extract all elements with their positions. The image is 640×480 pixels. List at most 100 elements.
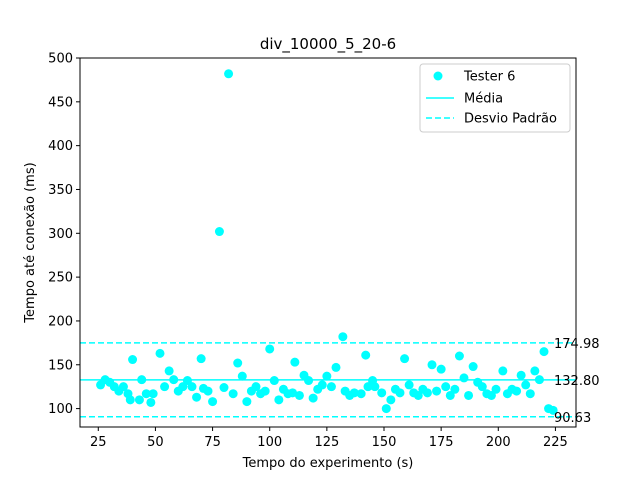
data-point	[178, 382, 188, 392]
data-point	[548, 405, 558, 415]
data-point	[521, 380, 531, 390]
data-point	[498, 366, 508, 376]
x-tick-label: 225	[543, 435, 568, 450]
legend-label-series: Tester 6	[463, 70, 515, 85]
legend-label-mean: Média	[464, 92, 503, 107]
data-point	[512, 386, 522, 396]
x-tick-label: 125	[314, 435, 339, 450]
data-point	[304, 376, 314, 386]
data-point	[125, 395, 135, 405]
data-point	[525, 389, 535, 399]
data-point	[169, 375, 179, 385]
data-point	[361, 350, 371, 360]
data-point	[260, 386, 270, 396]
data-point	[404, 380, 414, 390]
data-point	[395, 388, 405, 398]
data-point	[214, 227, 224, 237]
data-point	[427, 360, 437, 370]
reference-line-label: 90.63	[554, 411, 591, 426]
y-tick-label: 200	[48, 314, 73, 329]
legend-box	[419, 63, 571, 133]
data-point	[274, 395, 284, 405]
x-tick-label: 100	[257, 435, 282, 450]
data-point	[219, 383, 229, 393]
x-axis-label: Tempo do experimento (s)	[242, 456, 414, 471]
x-tick-label: 200	[486, 435, 511, 450]
data-point	[486, 390, 496, 400]
x-tick-label: 50	[147, 435, 164, 450]
reference-line-label: 132.80	[554, 374, 600, 389]
data-point	[192, 392, 202, 402]
data-point	[134, 395, 144, 405]
x-tick-label: 175	[429, 435, 454, 450]
data-point	[118, 382, 128, 392]
data-point	[534, 375, 544, 385]
data-point	[290, 357, 300, 367]
data-point	[422, 388, 432, 398]
data-point	[516, 370, 526, 380]
data-point	[454, 351, 464, 361]
y-tick-label: 100	[48, 402, 73, 417]
data-point	[237, 371, 247, 381]
data-point	[468, 362, 478, 372]
data-point	[228, 389, 238, 399]
x-axis-ticks: 25 50 75 100 125 150 175 200 225	[90, 427, 568, 450]
x-tick-label: 25	[90, 435, 107, 450]
x-tick-label: 75	[204, 435, 221, 450]
data-point	[326, 382, 336, 392]
data-point	[203, 386, 213, 396]
data-point	[331, 362, 341, 372]
data-point	[477, 382, 487, 392]
y-axis-ticks: 100 150 200 250 300 350 400 450 500	[48, 52, 80, 417]
data-point	[317, 380, 327, 390]
data-point	[491, 384, 501, 394]
data-point	[436, 364, 446, 374]
data-point	[370, 382, 380, 392]
data-point	[182, 376, 192, 386]
legend: Tester 6 Média Desvio Padrão	[419, 63, 571, 133]
data-point	[363, 382, 373, 392]
y-tick-label: 300	[48, 227, 73, 242]
data-point	[441, 382, 451, 392]
y-tick-label: 150	[48, 358, 73, 373]
data-point	[141, 389, 151, 399]
data-point	[530, 366, 540, 376]
data-point	[164, 366, 174, 376]
data-point	[459, 373, 469, 383]
y-tick-label: 400	[48, 139, 73, 154]
data-point	[450, 384, 460, 394]
data-point	[155, 348, 165, 358]
data-point	[294, 390, 304, 400]
data-point	[146, 397, 156, 407]
data-point	[148, 389, 158, 399]
data-point	[242, 397, 252, 407]
reference-line-labels: 132.80 174.98 90.63	[554, 337, 600, 426]
data-point	[308, 393, 318, 403]
data-point	[288, 388, 298, 398]
data-point	[251, 382, 261, 392]
data-point	[137, 375, 147, 385]
data-point	[128, 355, 138, 365]
data-point	[377, 388, 387, 398]
data-point	[432, 386, 442, 396]
reference-line-label: 174.98	[554, 337, 600, 352]
data-point	[539, 347, 549, 357]
y-tick-label: 350	[48, 183, 73, 198]
data-point	[386, 395, 396, 405]
data-point	[160, 382, 170, 392]
data-point	[208, 397, 218, 407]
data-point	[400, 354, 410, 364]
data-point	[445, 390, 455, 400]
data-point	[322, 371, 332, 381]
data-point	[233, 358, 243, 368]
data-point	[464, 390, 474, 400]
data-point	[338, 332, 348, 342]
legend-marker-point	[433, 71, 443, 81]
data-point	[381, 404, 391, 414]
data-point	[224, 69, 234, 79]
data-point	[265, 344, 275, 354]
data-point	[187, 382, 197, 392]
y-tick-label: 500	[48, 52, 73, 67]
data-point	[356, 389, 366, 399]
